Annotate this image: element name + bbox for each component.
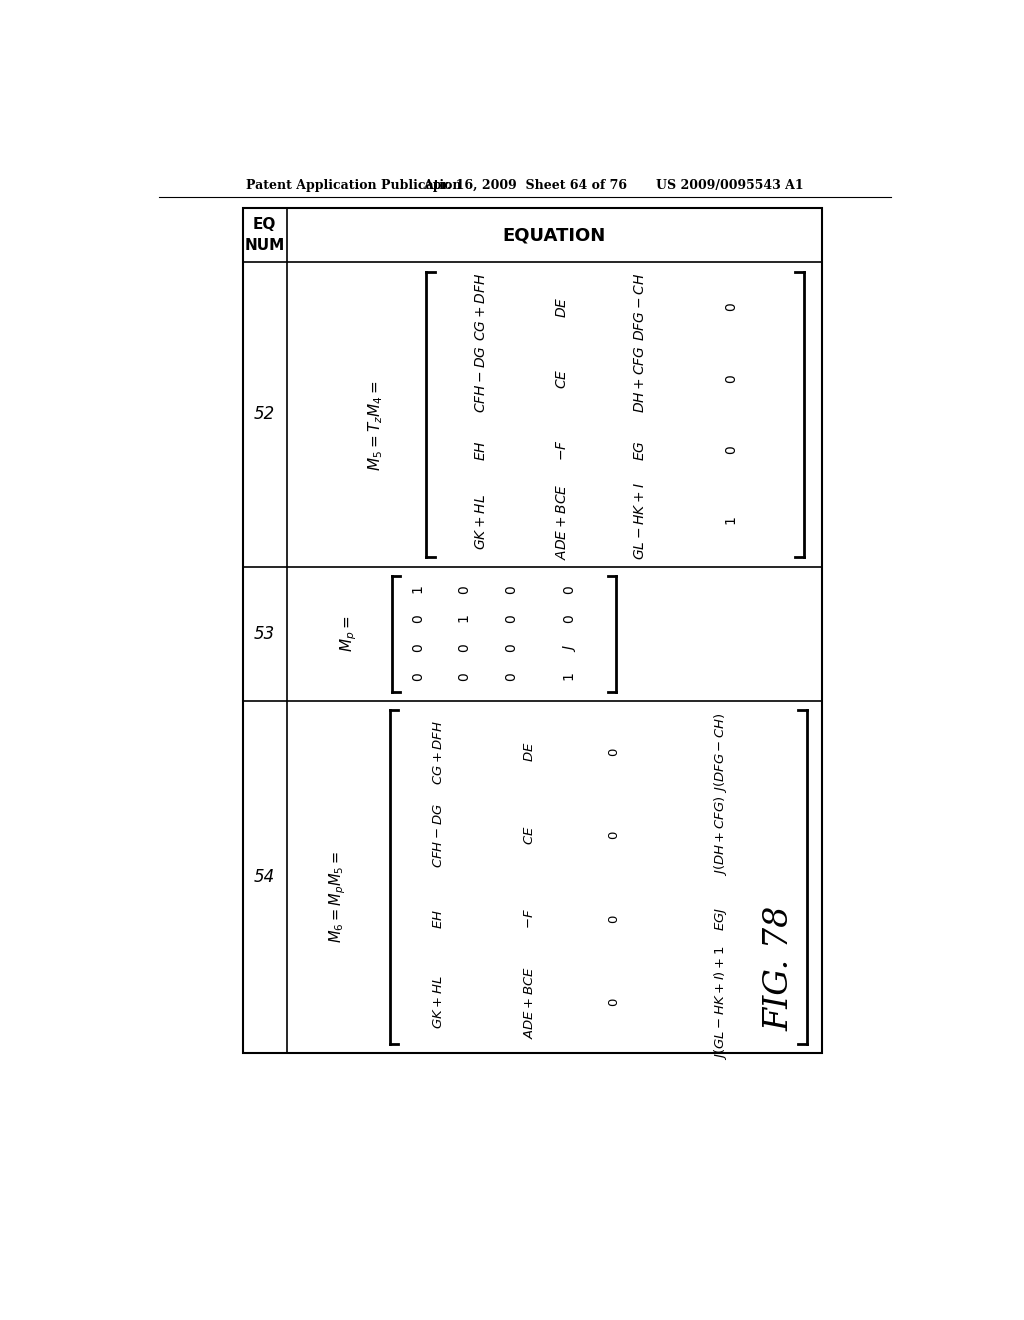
Text: $ADE+BCE$: $ADE+BCE$ bbox=[523, 965, 536, 1039]
Text: $ADE+BCE$: $ADE+BCE$ bbox=[555, 483, 569, 560]
Text: $EG$: $EG$ bbox=[633, 440, 646, 461]
Text: $DH+CFG$: $DH+CFG$ bbox=[633, 345, 646, 413]
Text: $0$: $0$ bbox=[608, 998, 622, 1007]
Text: EQ
NUM: EQ NUM bbox=[245, 218, 285, 253]
Text: $J(GL-HK+I)+1$: $J(GL-HK+I)+1$ bbox=[713, 945, 729, 1060]
Text: $CG+DFH$: $CG+DFH$ bbox=[431, 719, 444, 785]
Text: US 2009/0095543 A1: US 2009/0095543 A1 bbox=[656, 178, 804, 191]
Text: $DE$: $DE$ bbox=[523, 742, 536, 763]
Text: $0$: $0$ bbox=[458, 673, 472, 682]
Text: $0$: $0$ bbox=[563, 614, 577, 624]
Text: $1$: $1$ bbox=[458, 615, 472, 624]
Text: $DE$: $DE$ bbox=[555, 297, 569, 318]
Text: $M_5 = T_z M_4 =$: $M_5 = T_z M_4 =$ bbox=[367, 380, 385, 471]
Text: $1$: $1$ bbox=[725, 516, 739, 527]
Text: $0$: $0$ bbox=[412, 644, 426, 653]
Text: $M_6 = M_p M_5 =$: $M_6 = M_p M_5 =$ bbox=[327, 850, 347, 942]
Text: $CFH-DG$: $CFH-DG$ bbox=[431, 803, 444, 869]
Text: EQUATION: EQUATION bbox=[503, 227, 606, 244]
Text: $0$: $0$ bbox=[505, 644, 518, 653]
Text: $GK+HL$: $GK+HL$ bbox=[431, 975, 444, 1030]
Text: $1$: $1$ bbox=[563, 673, 577, 682]
Text: $0$: $0$ bbox=[725, 445, 739, 455]
Text: $EH$: $EH$ bbox=[474, 440, 487, 461]
Text: $EH$: $EH$ bbox=[431, 909, 444, 929]
Text: $0$: $0$ bbox=[505, 614, 518, 624]
Text: $CE$: $CE$ bbox=[523, 826, 536, 845]
Text: Apr. 16, 2009  Sheet 64 of 76: Apr. 16, 2009 Sheet 64 of 76 bbox=[423, 178, 627, 191]
Text: $CG+DFH$: $CG+DFH$ bbox=[474, 273, 487, 342]
Text: $DFG-CH$: $DFG-CH$ bbox=[633, 273, 646, 342]
Text: $0$: $0$ bbox=[725, 374, 739, 384]
Text: $J(DFG-CH)$: $J(DFG-CH)$ bbox=[713, 711, 729, 792]
Text: $CE$: $CE$ bbox=[555, 368, 569, 389]
Text: Patent Application Publication: Patent Application Publication bbox=[246, 178, 461, 191]
Text: $-F$: $-F$ bbox=[555, 440, 569, 461]
Text: $0$: $0$ bbox=[608, 830, 622, 841]
Text: $1$: $1$ bbox=[412, 586, 426, 595]
Text: $EGJ$: $EGJ$ bbox=[713, 907, 729, 931]
Text: $0$: $0$ bbox=[505, 673, 518, 682]
Text: 54: 54 bbox=[254, 869, 275, 886]
Text: $0$: $0$ bbox=[412, 614, 426, 624]
Text: $0$: $0$ bbox=[458, 644, 472, 653]
Text: $0$: $0$ bbox=[563, 585, 577, 595]
Text: FIG. 78: FIG. 78 bbox=[763, 906, 795, 1031]
Text: $-F$: $-F$ bbox=[523, 908, 536, 929]
Text: $M_p =$: $M_p =$ bbox=[339, 615, 359, 652]
Text: $0$: $0$ bbox=[458, 585, 472, 595]
Text: $J(DH+CFG)$: $J(DH+CFG)$ bbox=[713, 795, 729, 876]
Text: $0$: $0$ bbox=[412, 673, 426, 682]
Text: $0$: $0$ bbox=[725, 302, 739, 313]
Bar bbox=[243, 209, 821, 1053]
Text: $CFH-DG$: $CFH-DG$ bbox=[474, 345, 487, 413]
Text: $0$: $0$ bbox=[505, 585, 518, 595]
Text: $GL-HK+I$: $GL-HK+I$ bbox=[633, 483, 646, 561]
Text: $0$: $0$ bbox=[608, 915, 622, 924]
Text: $J$: $J$ bbox=[561, 644, 579, 652]
Text: 52: 52 bbox=[254, 405, 275, 424]
Text: $GK+HL$: $GK+HL$ bbox=[474, 494, 487, 549]
Text: 53: 53 bbox=[254, 624, 275, 643]
Text: $0$: $0$ bbox=[608, 747, 622, 756]
